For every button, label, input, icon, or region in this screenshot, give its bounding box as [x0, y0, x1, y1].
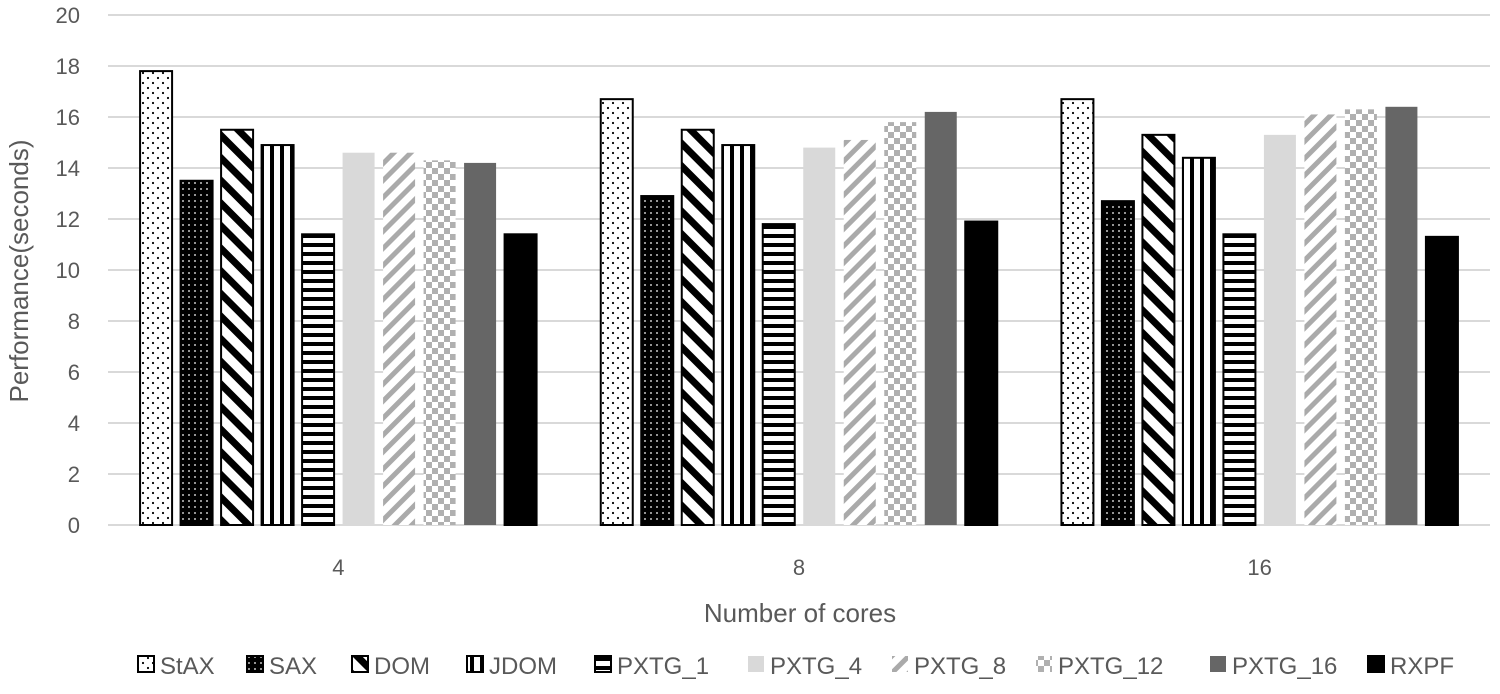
bar-pxtg_12-4: [423, 160, 456, 525]
bar-rxpf-4: [503, 233, 538, 527]
y-tick-label: 20: [56, 3, 80, 28]
y-tick-label: 10: [56, 258, 80, 283]
legend-label-pxtg_4: PXTG_4: [770, 653, 862, 680]
bar-dom-4: [220, 128, 255, 526]
bar-pxtg_1-4: [301, 233, 336, 527]
y-axis-title: Performance(seconds): [4, 140, 34, 403]
y-tick-label: 2: [68, 462, 80, 487]
legend-label-sax: SAX: [269, 653, 317, 680]
bar-jdom-4: [260, 144, 295, 527]
legend-label-pxtg_8: PXTG_8: [914, 653, 1006, 680]
bar-pxtg_8-8: [843, 139, 876, 525]
y-tick-label: 14: [56, 156, 80, 181]
legend-swatch-pxtg_12: [1036, 656, 1052, 672]
y-axis-ticks: 0 2 4 6 8 10 12 14 16 18 20: [56, 3, 80, 538]
bar-pxtg_4-4: [342, 152, 375, 525]
gridlines: [108, 14, 1490, 526]
bar-pxtg_4-16: [1263, 134, 1296, 525]
bar-stax-4: [139, 70, 174, 526]
bar-pxtg_4-8: [803, 147, 836, 525]
bar-dom-16: [1141, 133, 1176, 526]
legend-swatch-pxtg_16: [1210, 656, 1226, 672]
bar-sax-8: [640, 195, 675, 527]
x-axis-title: Number of cores: [704, 598, 896, 628]
x-tick-label: 16: [1247, 555, 1271, 580]
legend-label-stax: StAX: [160, 653, 215, 680]
bar-pxtg_12-16: [1344, 109, 1377, 525]
legend-label-pxtg_16: PXTG_16: [1232, 653, 1337, 680]
bar-jdom-16: [1181, 156, 1216, 527]
bar-pxtg_16-16: [1385, 106, 1418, 526]
legend-swatch-rxpf: [1367, 655, 1385, 673]
legend-label-dom: DOM: [374, 653, 430, 680]
y-tick-label: 12: [56, 207, 80, 232]
y-tick-label: 4: [68, 411, 80, 436]
bar-sax-16: [1100, 200, 1135, 526]
bar-pxtg_8-4: [383, 152, 416, 525]
legend-swatch-jdom: [466, 655, 484, 673]
bar-pxtg_1-8: [761, 223, 796, 526]
x-axis-ticks: 4 8 16: [332, 555, 1272, 580]
bar-pxtg_1-16: [1222, 233, 1257, 527]
y-tick-label: 18: [56, 54, 80, 79]
bar-stax-16: [1060, 98, 1095, 527]
legend-swatch-pxtg_1: [594, 655, 612, 673]
bar-jdom-8: [721, 144, 756, 527]
bar-rxpf-16: [1424, 235, 1459, 526]
legend: StAX SAX DOM JDOM PXTG_1 PXTG_4 PXTG_8 PXTG_12 P…: [137, 653, 1454, 680]
x-tick-label: 8: [793, 555, 805, 580]
legend-swatch-dom: [351, 655, 369, 673]
bar-sax-4: [179, 179, 214, 526]
bar-pxtg_8-16: [1304, 114, 1337, 525]
bar-dom-8: [680, 128, 715, 526]
legend-swatch-sax: [246, 655, 264, 673]
bars: [139, 70, 1459, 527]
legend-label-jdom: JDOM: [489, 653, 557, 680]
legend-swatch-stax: [137, 655, 155, 673]
legend-label-rxpf: RXPF: [1390, 653, 1454, 680]
bar-stax-8: [599, 98, 634, 527]
legend-label-pxtg_1: PXTG_1: [617, 653, 709, 680]
y-tick-label: 16: [56, 105, 80, 130]
bar-pxtg_16-4: [464, 162, 497, 525]
legend-label-pxtg_12: PXTG_12: [1058, 653, 1163, 680]
y-tick-label: 0: [68, 513, 80, 538]
bar-rxpf-8: [964, 220, 999, 527]
legend-swatch-pxtg_8: [892, 656, 908, 672]
legend-swatch-pxtg_4: [748, 656, 764, 672]
bar-pxtg_12-8: [884, 122, 917, 525]
bar-pxtg_16-8: [924, 111, 957, 526]
y-tick-label: 8: [68, 309, 80, 334]
y-tick-label: 6: [68, 360, 80, 385]
x-tick-label: 4: [332, 555, 344, 580]
